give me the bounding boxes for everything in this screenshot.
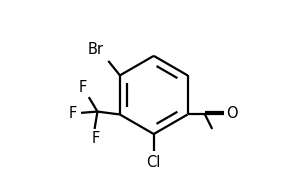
Text: Cl: Cl [147, 155, 161, 170]
Text: Br: Br [88, 42, 104, 57]
Text: F: F [79, 80, 87, 95]
Text: F: F [91, 131, 99, 146]
Text: F: F [69, 105, 77, 121]
Text: O: O [226, 105, 238, 121]
